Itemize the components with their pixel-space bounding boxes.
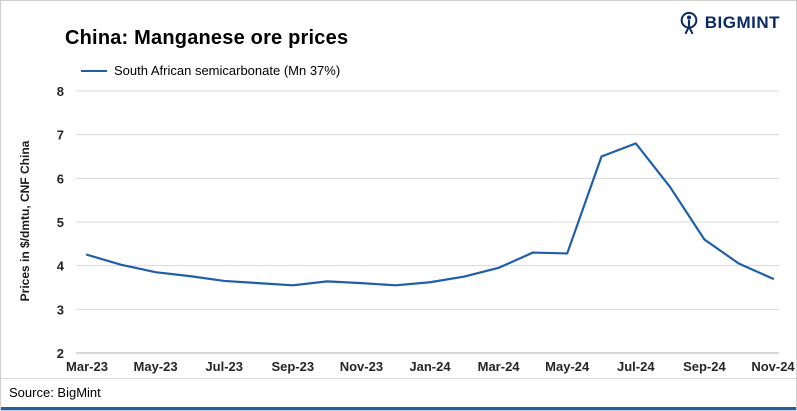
footer-divider — [1, 378, 796, 379]
source-text: Source: BigMint — [9, 385, 101, 400]
chart-title: China: Manganese ore prices — [65, 27, 349, 49]
x-tick-Jul-24: Jul-24 — [617, 359, 655, 374]
x-tick-Sep-24: Sep-24 — [683, 359, 726, 374]
bottom-accent-bar — [1, 407, 796, 410]
y-tick-8: 8 — [57, 84, 64, 99]
x-tick-Mar-24: Mar-24 — [478, 359, 521, 374]
legend-label: South African semicarbonate (Mn 37%) — [114, 63, 341, 78]
legend: South African semicarbonate (Mn 37%) — [81, 63, 340, 78]
y-tick-7: 7 — [57, 128, 64, 143]
legend-line-swatch — [81, 69, 107, 72]
y-tick-5: 5 — [57, 215, 64, 230]
bigmint-logo-icon — [678, 11, 700, 35]
bigmint-logo: BIGMINT — [678, 11, 780, 35]
x-tick-Jan-24: Jan-24 — [409, 359, 451, 374]
y-tick-6: 6 — [57, 171, 64, 186]
price-series-line — [85, 142, 775, 287]
bigmint-logo-text: BIGMINT — [704, 13, 780, 32]
line-chart-canvas: 2 3 4 5 6 7 8 Mar-23 May-23 Jul-23 Sep-23 Nov-23 Jan… — [57, 84, 796, 374]
y-tick-3: 3 — [57, 302, 64, 317]
x-tick-May-24: May-24 — [545, 359, 590, 374]
x-tick-Jul-23: Jul-23 — [205, 359, 243, 374]
x-tick-Nov-24: Nov-24 — [751, 359, 795, 374]
x-tick-Sep-23: Sep-23 — [271, 359, 314, 374]
y-tick-2: 2 — [57, 346, 64, 361]
x-tick-Nov-23: Nov-23 — [340, 359, 383, 374]
x-tick-May-23: May-23 — [134, 359, 178, 374]
x-tick-Mar-23: Mar-23 — [66, 359, 108, 374]
y-tick-4: 4 — [57, 259, 65, 274]
